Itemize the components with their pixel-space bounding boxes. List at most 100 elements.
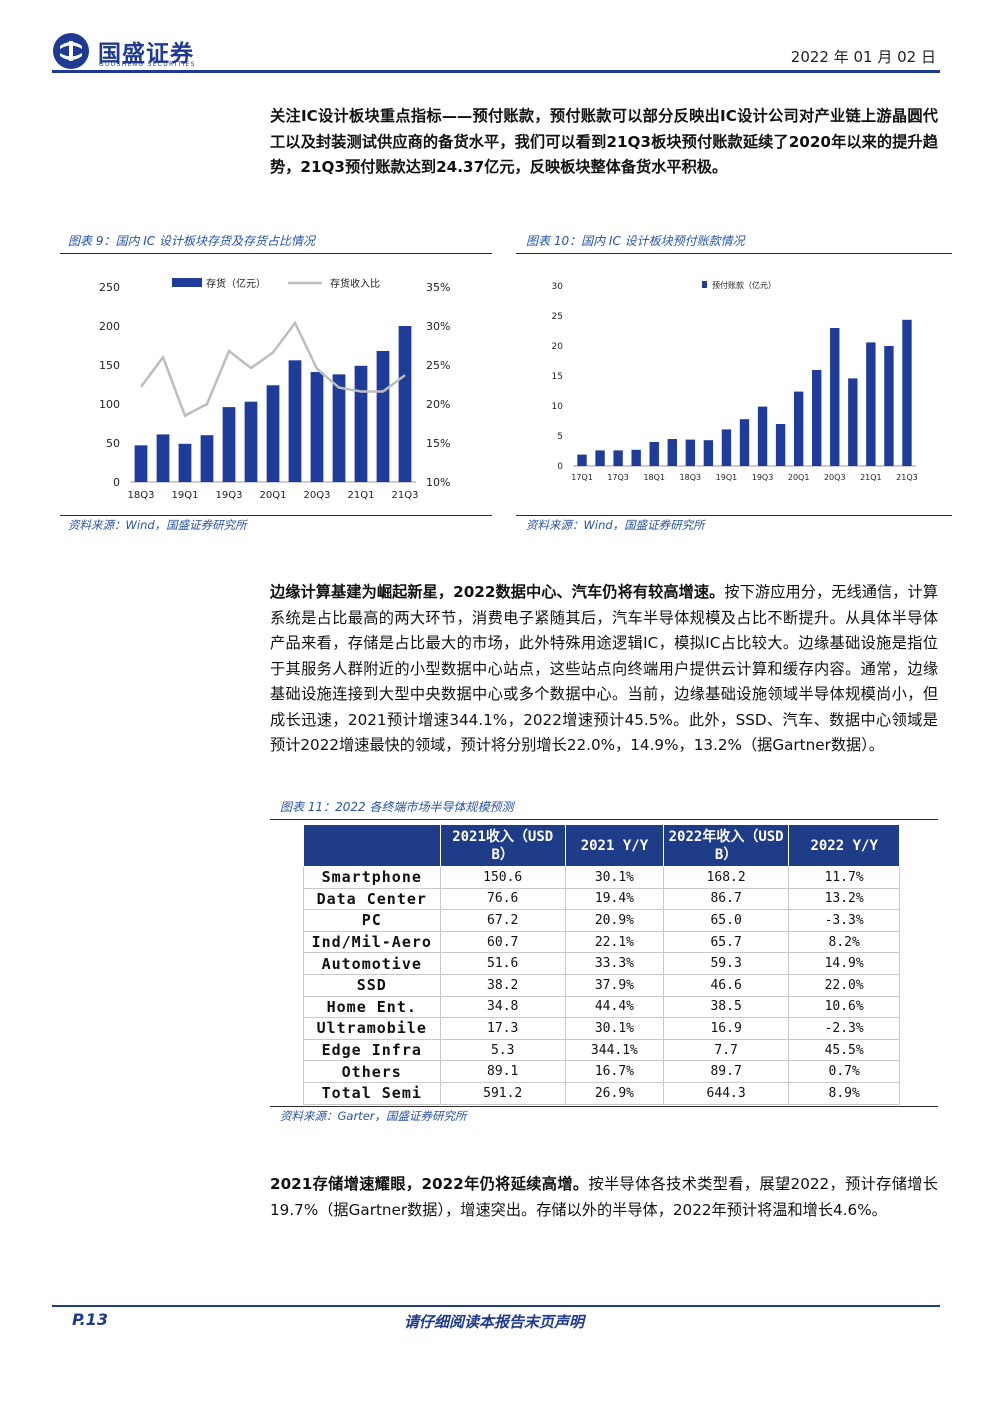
x-tick-label: 19Q3	[216, 490, 243, 501]
table-cell: 8.2%	[788, 930, 900, 954]
table-header-cell: 2021 Y/Y	[564, 824, 664, 867]
prepayment-bar	[685, 439, 696, 466]
prepayment-bar	[613, 450, 623, 466]
table11-caption: 图表 11：2022 各终端市场半导体规模预测	[280, 800, 514, 814]
table-row-label: Total Semi	[303, 1081, 441, 1105]
prepayment-bar	[848, 378, 858, 466]
figure10-source-rule	[516, 515, 952, 516]
header-divider	[52, 70, 940, 73]
table-cell: 26.9%	[564, 1081, 664, 1105]
table-row-label: Data Center	[303, 887, 441, 911]
paragraph-edge-computing-text: 按下游应用分，无线通信，计算系统是占比最高的两大环节，消费电子紧随其后，汽车半导…	[270, 583, 938, 754]
table-cell: 22.0%	[788, 973, 900, 997]
table-cell: 22.1%	[564, 930, 664, 954]
table-cell: 33.3%	[564, 952, 664, 975]
x-tick-label: 19Q1	[716, 473, 738, 482]
paragraph-storage-lead: 2021存储增速耀眼，2022年仍将延续高增。	[270, 1175, 589, 1193]
table-header-row: 2021收入（USD B） 2021 Y/Y 2022年收入（USD B） 2022 …	[303, 824, 900, 867]
table-cell: 38.2	[439, 973, 566, 997]
table-cell: 0.7%	[788, 1060, 900, 1083]
prepayment-bar	[721, 429, 732, 466]
inventory-bar	[310, 372, 324, 482]
inventory-bar	[200, 435, 214, 482]
table-header-cell	[303, 824, 441, 867]
y-tick-label: 0	[557, 462, 563, 472]
y2-tick-label: 25%	[426, 359, 450, 372]
figure9-caption: 图表 9：国内 IC 设计板块存货及存货占比情况	[68, 234, 315, 248]
table-row: Automotive 51.6 33.3% 59.3 14.9%	[303, 952, 900, 975]
table-header-cell: 2022年收入（USD B）	[662, 824, 790, 867]
y-tick-label: 25	[552, 312, 563, 322]
paragraph-edge-computing: 边缘计算基建为崛起新星，2022数据中心、汽车仍将有较高增速。按下游应用分，无线…	[270, 580, 938, 759]
x-tick-label: 17Q3	[607, 473, 629, 482]
x-tick-label: 18Q1	[643, 473, 665, 482]
table11-caption-rule	[270, 819, 938, 820]
brand-name: 国盛证券	[98, 41, 194, 67]
prepayment-bar	[793, 391, 804, 466]
table-header-cell: 2022 Y/Y	[788, 824, 900, 867]
table-cell: 60.7	[439, 930, 566, 954]
table-cell: 45.5%	[788, 1038, 900, 1062]
y2-tick-label: 10%	[426, 476, 450, 489]
table-cell: 591.2	[439, 1081, 566, 1105]
table-row-label: Smartphone	[303, 866, 441, 889]
semiconductor-market-table: 2021收入（USD B） 2021 Y/Y 2022年收入（USD B） 2022 …	[303, 824, 900, 1105]
table-cell: 38.5	[662, 995, 790, 1019]
table11-source-rule	[270, 1106, 938, 1107]
table-body: Smartphone 150.6 30.1% 168.2 11.7% Data Cente…	[303, 866, 900, 1105]
table-cell: 89.7	[662, 1060, 790, 1083]
table-cell: -3.3%	[788, 909, 900, 932]
legend-label-inventory: 存货（亿元）	[206, 277, 266, 290]
prepayment-bar	[775, 424, 786, 466]
y-tick-label: 200	[99, 320, 120, 333]
inventory-bar	[222, 407, 236, 482]
legend-label-ratio: 存货收入比	[330, 277, 380, 290]
prepayment-bar	[757, 406, 768, 466]
legend-label-prepayment: 预付账款（亿元）	[712, 280, 776, 290]
table-cell: 86.7	[662, 887, 790, 911]
figure10-source: 资料来源：Wind，国盛证券研究所	[526, 518, 705, 532]
table-cell: 67.2	[439, 909, 566, 932]
x-tick-label: 20Q3	[304, 490, 331, 501]
table-cell: 7.7	[662, 1038, 790, 1062]
paragraph-storage: 2021存储增速耀眼，2022年仍将延续高增。按半导体各技术类型看，展望2022…	[270, 1172, 938, 1223]
table-row: Edge Infra 5.3 344.1% 7.7 45.5%	[303, 1038, 900, 1062]
figure9-caption-rule	[60, 253, 492, 254]
table-cell: 10.6%	[788, 995, 900, 1019]
table-cell: 65.0	[662, 909, 790, 932]
y-tick-label: 250	[99, 281, 120, 294]
legend-swatch-prepayment	[702, 281, 707, 288]
table-row: SSD 38.2 37.9% 46.6 22.0%	[303, 973, 900, 997]
y2-tick-label: 30%	[426, 320, 450, 333]
table-cell: 51.6	[439, 952, 566, 975]
x-tick-label: 18Q3	[680, 473, 702, 482]
prepayment-bar	[866, 342, 876, 466]
prepayment-bar	[649, 442, 659, 466]
paragraph-edge-computing-lead: 边缘计算基建为崛起新星，2022数据中心、汽车仍将有较高增速。	[270, 583, 725, 601]
x-tick-label: 19Q1	[172, 490, 199, 501]
inventory-bar	[244, 401, 258, 482]
table-cell: 65.7	[662, 930, 790, 954]
y-tick-label: 20	[552, 342, 564, 352]
table-cell: 89.1	[439, 1060, 566, 1083]
inventory-bar	[134, 445, 148, 482]
table-row: Others 89.1 16.7% 89.7 0.7%	[303, 1060, 900, 1083]
prepayment-bar	[902, 319, 912, 466]
footer-disclaimer: 请仔细阅读本报告末页声明	[404, 1313, 585, 1331]
table-cell: 44.4%	[564, 995, 664, 1019]
table-cell: 46.6	[662, 973, 790, 997]
prepayment-bar	[667, 439, 677, 466]
inventory-ratio-line	[139, 320, 406, 418]
x-tick-label: 20Q3	[824, 473, 846, 482]
prepayment-bar	[812, 370, 822, 466]
table-cell: 168.2	[662, 866, 790, 889]
y2-tick-label: 35%	[426, 281, 450, 294]
table-row-label: Ind/Mil-Aero	[303, 930, 441, 954]
table-row-label: Home Ent.	[303, 995, 441, 1019]
prepayment-bar	[739, 419, 750, 466]
table-row: Ind/Mil-Aero 60.7 22.1% 65.7 8.2%	[303, 930, 900, 954]
table-cell: 11.7%	[788, 866, 900, 889]
y-tick-label: 15	[552, 372, 563, 382]
table-row-label: Others	[303, 1060, 441, 1083]
brand-name-en: GUOSHENG SECURITIES	[99, 61, 196, 68]
